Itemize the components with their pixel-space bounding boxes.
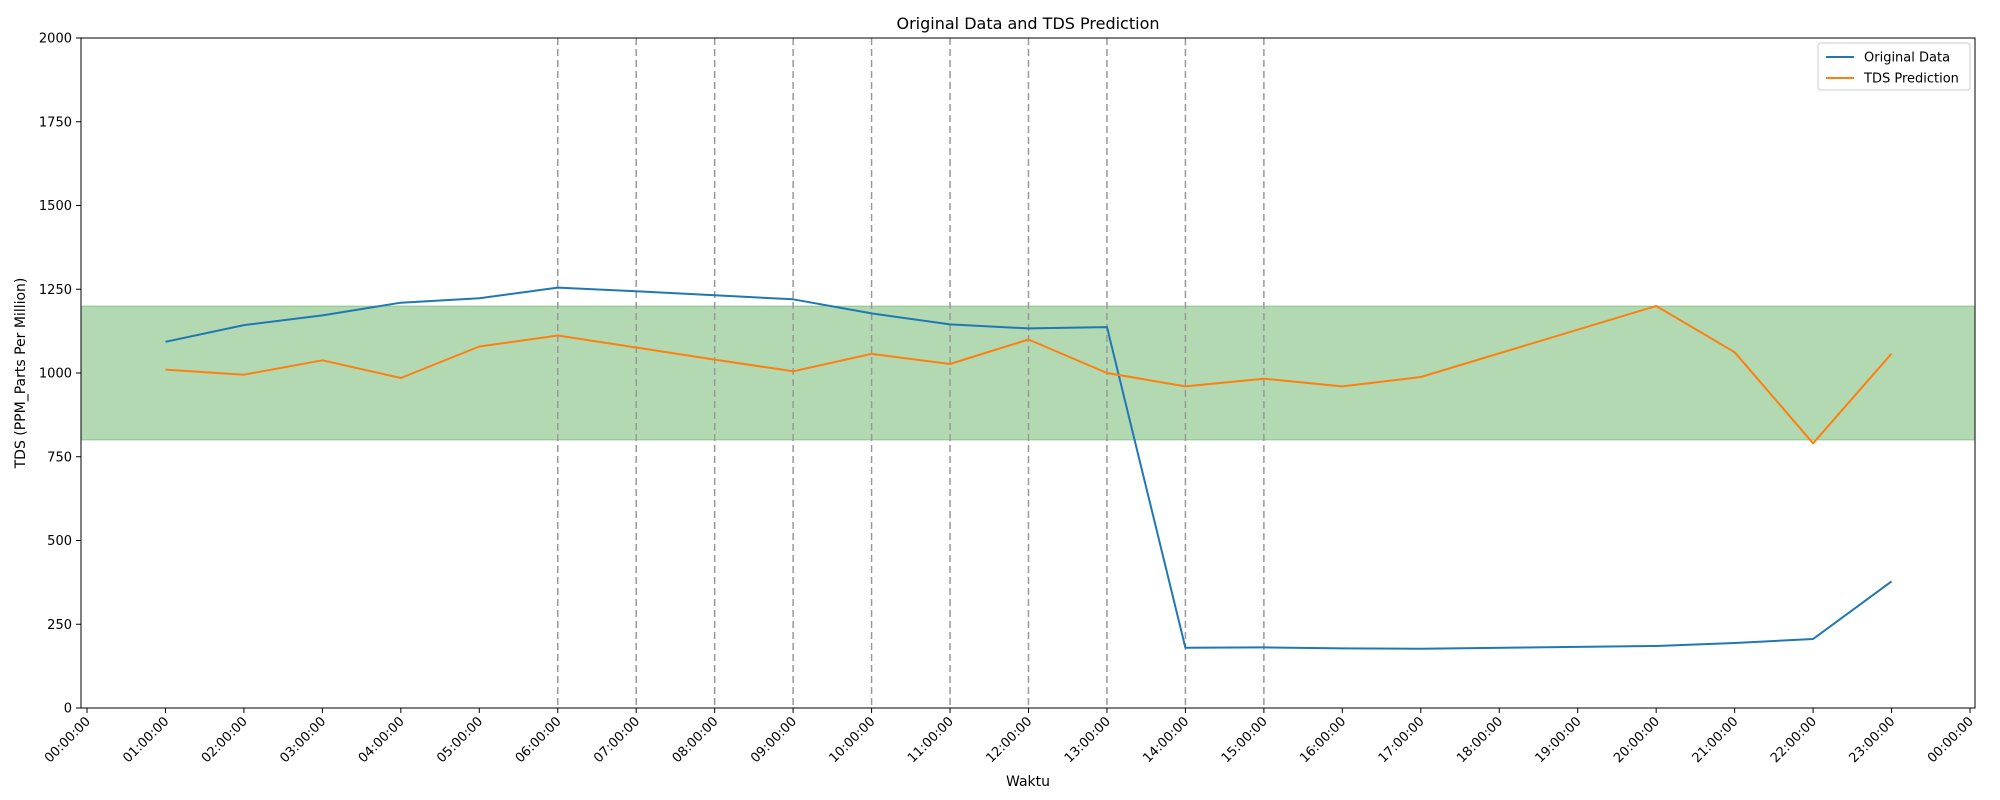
y-tick-label: 1250 <box>39 283 72 298</box>
series-line-original-data <box>165 286 1893 650</box>
series-line-tds-prediction <box>165 305 1893 445</box>
y-tick-label: 1000 <box>39 367 72 382</box>
y-tick-label: 2000 <box>39 32 72 47</box>
y-tick-label: 250 <box>47 618 72 633</box>
x-axis-title: Waktu <box>1006 774 1050 790</box>
y-tick-label: 750 <box>47 450 72 465</box>
y-tick-label: 500 <box>47 534 72 549</box>
legend-box <box>1817 42 1971 91</box>
y-axis-title: TDS (PPM_Parts Per Million) <box>13 278 29 470</box>
y-tick-label: 1750 <box>39 115 72 130</box>
legend-label: TDS Prediction <box>1863 72 1959 87</box>
legend: Original Data TDS Prediction <box>1817 42 1971 91</box>
y-tick-label: 1500 <box>39 199 72 214</box>
y-axis: 0 250 500 750 1000 1250 1500 1750 2000 <box>39 32 81 717</box>
y-tick-label: 0 <box>64 702 72 717</box>
legend-label: Original Data <box>1864 51 1950 66</box>
chart-title: Original Data and TDS Prediction <box>897 14 1160 33</box>
series-layer <box>165 286 1893 650</box>
